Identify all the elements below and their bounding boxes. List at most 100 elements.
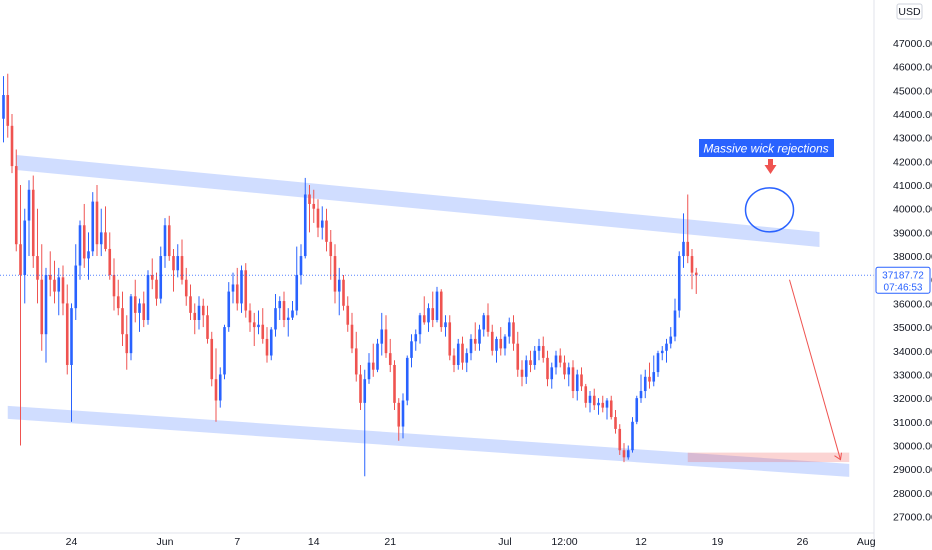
- lower-channel-band: [7, 405, 850, 477]
- y-tick-label: 47000.00: [893, 38, 932, 50]
- candle-body: [656, 353, 660, 373]
- candle-body: [533, 350, 537, 365]
- candle-body: [299, 256, 303, 275]
- y-tick-label: 44000.00: [893, 109, 932, 121]
- candle: [592, 388, 596, 410]
- candle: [648, 362, 651, 389]
- x-tick-label: 19: [712, 536, 724, 548]
- candle-body: [163, 225, 167, 257]
- candle: [44, 267, 48, 363]
- candle: [529, 350, 532, 373]
- overlay-layer: [0, 159, 874, 461]
- candle: [533, 346, 537, 370]
- x-tick-label: Jul: [498, 536, 511, 548]
- candle: [223, 324, 226, 380]
- candle-body: [592, 395, 596, 406]
- candle: [422, 296, 426, 325]
- candle-body: [138, 303, 141, 313]
- candle: [439, 289, 443, 332]
- candle-body: [295, 275, 299, 311]
- candle-body: [82, 225, 86, 259]
- candle-body: [325, 220, 328, 242]
- candle-body: [78, 225, 82, 266]
- candle-body: [252, 322, 256, 328]
- candle: [465, 348, 469, 373]
- candle-body: [227, 291, 231, 328]
- candle: [227, 282, 231, 332]
- candle: [116, 279, 120, 316]
- candle: [278, 296, 282, 320]
- candle: [567, 362, 571, 387]
- candle: [580, 367, 583, 392]
- candle: [210, 331, 214, 387]
- candle-body: [384, 329, 388, 354]
- y-tick-label: 34000.00: [893, 346, 932, 358]
- candle: [550, 362, 554, 389]
- candle-body: [367, 362, 371, 380]
- candle: [274, 293, 277, 337]
- candle: [112, 258, 116, 311]
- candle: [410, 334, 413, 368]
- candle-body: [461, 343, 464, 363]
- candle-body: [40, 279, 44, 335]
- countdown-label: 07:46:53: [884, 282, 923, 293]
- candle-body: [235, 284, 239, 304]
- candle-body: [308, 194, 311, 204]
- candle-body: [448, 322, 452, 356]
- candle: [325, 208, 328, 252]
- candle-body: [478, 329, 481, 344]
- candle-body: [452, 355, 456, 365]
- candle: [286, 308, 290, 337]
- candle-body: [499, 338, 503, 349]
- candle: [558, 348, 562, 368]
- candle: [690, 248, 694, 290]
- candle: [427, 303, 430, 332]
- candle: [469, 334, 473, 361]
- y-tick-label: 39000.00: [893, 227, 932, 239]
- candle: [618, 424, 622, 455]
- candle: [36, 208, 39, 304]
- candle-body: [648, 376, 651, 382]
- x-axis[interactable]: 24 Jun 7 14 21 Jul 12:00 12 19 26 Aug: [66, 536, 876, 548]
- candle-body: [618, 428, 622, 451]
- y-tick-label: 40000.00: [893, 204, 932, 216]
- rejection-circle: [744, 187, 795, 233]
- candle-body: [677, 256, 681, 311]
- candle-body: [36, 256, 39, 280]
- candle: [2, 76, 5, 143]
- candle: [512, 315, 515, 351]
- candle: [656, 350, 660, 377]
- candle-body: [329, 241, 333, 257]
- x-tick-label: 12: [635, 536, 647, 548]
- candle-body: [65, 303, 69, 365]
- candle: [384, 315, 388, 358]
- candle: [176, 244, 180, 278]
- candle-body: [575, 374, 579, 392]
- candle-body: [673, 310, 677, 337]
- candle-body: [503, 336, 507, 349]
- candle: [87, 232, 90, 280]
- candle-body: [286, 317, 290, 320]
- candle: [201, 298, 205, 328]
- candle-body: [95, 201, 99, 245]
- candle-body: [605, 400, 609, 408]
- candle: [180, 239, 184, 285]
- candle-body: [27, 189, 31, 221]
- annotation: Massive wick rejections: [699, 139, 834, 157]
- candle-body: [609, 400, 613, 418]
- candle-body: [274, 308, 277, 330]
- candle-body: [342, 279, 345, 306]
- candle: [448, 315, 452, 361]
- candle: [380, 312, 384, 356]
- candle-body: [495, 338, 498, 351]
- candle: [159, 246, 163, 304]
- candle: [495, 336, 498, 363]
- candle: [584, 383, 588, 408]
- candle-body: [184, 279, 188, 297]
- candle-body: [469, 338, 473, 354]
- candle-body: [10, 125, 14, 167]
- current-price-label: 37187.72: [882, 270, 924, 281]
- candle-body: [2, 95, 5, 119]
- candle-body: [44, 275, 48, 335]
